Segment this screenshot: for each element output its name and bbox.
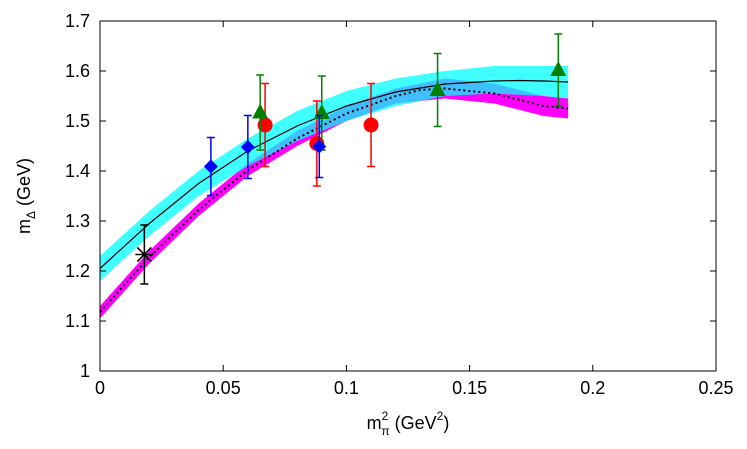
- data-points: [135, 33, 567, 285]
- y-tick-label: 1.1: [65, 311, 90, 331]
- data-point-circle: [363, 117, 379, 133]
- x-axis-label-sup: 2: [382, 409, 389, 423]
- band-1: [100, 66, 569, 281]
- data-point-triangle: [252, 103, 269, 119]
- data-point-diamond: [312, 139, 327, 154]
- y-tick-label: 1.3: [65, 211, 90, 231]
- data-point-triangle: [550, 61, 567, 76]
- y-tick-label: 1: [80, 361, 90, 381]
- data-point-circle: [257, 117, 273, 133]
- x-axis-label-units-pre: (GeV: [390, 413, 437, 433]
- x-axis-label-units-sup: 2: [437, 409, 444, 423]
- x-tick-label: 0.05: [206, 378, 241, 398]
- plot-frame: [99, 20, 717, 372]
- y-axis-label-main: m: [14, 219, 34, 234]
- x-axis-ticks: 0 0.05 0.1 0.15 0.2 0.25: [95, 21, 734, 398]
- series-circle: [257, 82, 379, 187]
- x-tick-label: 0.15: [452, 378, 487, 398]
- y-tick-label: 1.2: [65, 261, 90, 281]
- x-tick-label: 0.25: [698, 378, 733, 398]
- y-tick-label: 1.7: [65, 11, 90, 31]
- x-axis-label-units-post: ): [443, 413, 449, 433]
- y-tick-label: 1.6: [65, 61, 90, 81]
- data-point-star: [135, 246, 154, 263]
- y-axis-label: mΔ (GeV): [14, 158, 38, 234]
- y-axis-label-sub: Δ: [24, 211, 38, 219]
- x-axis-label-main: m: [367, 413, 382, 433]
- x-tick-label: 0: [95, 378, 105, 398]
- data-point-diamond: [240, 140, 255, 154]
- y-axis-label-units: (GeV): [14, 158, 34, 211]
- x-tick-label: 0.1: [334, 378, 359, 398]
- band-0: [100, 78, 569, 319]
- series-diamond: [203, 114, 327, 197]
- x-tick-label: 0.2: [580, 378, 605, 398]
- x-axis-label-sub: π: [381, 424, 389, 438]
- y-tick-label: 1.4: [65, 161, 90, 181]
- y-axis-ticks: 1 1.1 1.2 1.3 1.4 1.5 1.6 1.7: [65, 11, 716, 381]
- series-star: [135, 224, 154, 285]
- data-point-diamond: [203, 159, 218, 174]
- data-point-triangle: [429, 81, 446, 96]
- x-axis-label: m2 π (GeV2): [367, 409, 450, 438]
- confidence-bands: [100, 66, 569, 319]
- y-tick-label: 1.5: [65, 111, 90, 131]
